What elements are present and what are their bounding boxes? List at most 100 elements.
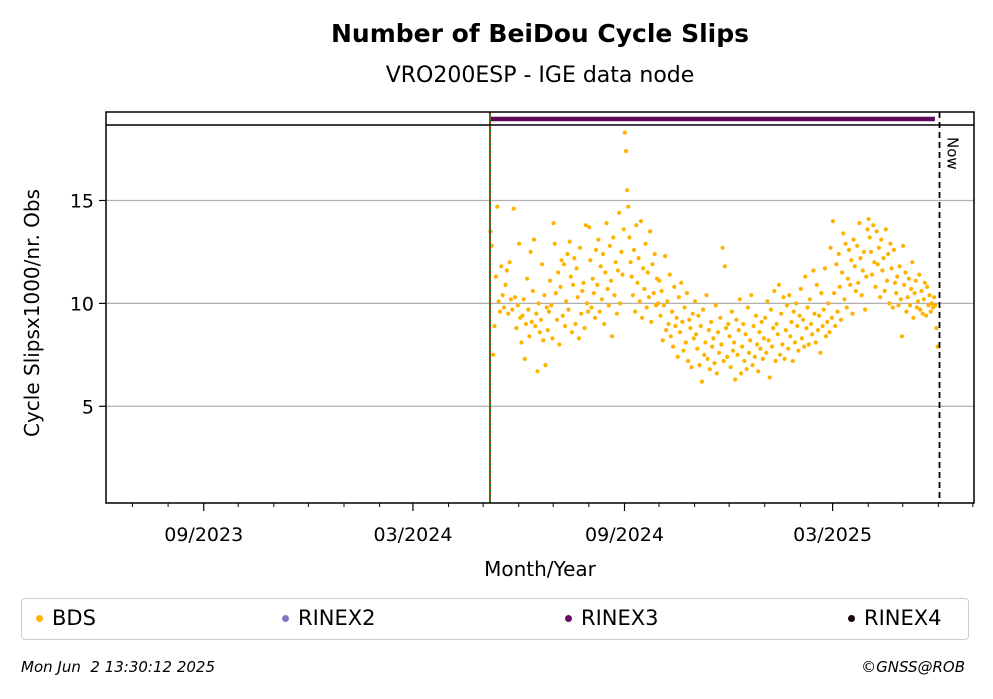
bds-point — [619, 249, 624, 254]
bds-point — [508, 297, 513, 302]
bds-point — [866, 216, 871, 222]
bds-point — [737, 297, 742, 302]
reference-lines: Now — [488, 112, 962, 503]
bds-point — [719, 342, 724, 347]
bds-point — [829, 315, 834, 320]
bds-point — [582, 326, 587, 331]
bds-point — [696, 313, 701, 318]
legend-marker-rinex2 — [282, 614, 289, 622]
bds-point — [929, 301, 934, 306]
bds-point — [675, 354, 680, 359]
bds-point — [680, 319, 685, 324]
bds-point — [548, 278, 553, 283]
bds-point — [506, 311, 511, 316]
bds-point — [792, 340, 798, 345]
bds-point — [850, 311, 855, 316]
bds-point — [552, 241, 557, 246]
bds-point — [528, 249, 533, 254]
bds-point — [861, 249, 867, 254]
bds-point — [876, 245, 882, 250]
y-tick-label: 5 — [82, 396, 94, 418]
bds-point — [606, 303, 611, 308]
bds-point — [636, 256, 641, 261]
bds-point — [909, 286, 914, 292]
bds-point — [549, 303, 554, 308]
bds-point — [565, 251, 570, 257]
bds-point — [567, 239, 572, 244]
bds-point — [761, 336, 767, 341]
bds-point — [691, 336, 696, 341]
bds-point — [756, 369, 761, 374]
bds-point — [690, 311, 695, 316]
bds-point — [493, 274, 498, 279]
bds-point — [687, 317, 692, 322]
bds-point — [837, 284, 842, 289]
bds-point — [734, 317, 739, 322]
bds-point — [576, 336, 582, 341]
bds-point — [651, 291, 656, 296]
bds-point — [705, 356, 710, 361]
bds-point — [718, 315, 723, 320]
bds-point — [707, 367, 713, 372]
bds-point — [689, 365, 694, 370]
bds-point — [786, 346, 791, 351]
bds-point — [920, 311, 925, 316]
bds-point — [853, 288, 859, 294]
bds-point — [657, 278, 662, 283]
bds-point — [628, 260, 633, 265]
bds-point — [676, 295, 682, 300]
bds-point — [789, 319, 794, 324]
bds-point — [828, 245, 833, 250]
bds-point — [559, 258, 564, 263]
bds-point — [563, 323, 568, 329]
bds-point — [666, 321, 671, 327]
bds-point — [556, 270, 561, 275]
bds-point — [674, 315, 679, 320]
bds-point — [611, 235, 616, 240]
plot-frame — [105, 111, 975, 504]
bds-point — [772, 288, 777, 294]
bds-point — [699, 379, 705, 384]
bds-point — [658, 313, 663, 318]
bds-point — [863, 307, 868, 312]
bds-point — [526, 307, 531, 312]
bds-point — [811, 268, 816, 273]
bds-point — [648, 229, 653, 234]
bds-point — [821, 307, 826, 312]
bds-point — [629, 274, 634, 279]
legend-marker-rinex3 — [565, 614, 572, 622]
bds-point — [652, 251, 657, 257]
bds-point — [602, 321, 607, 327]
bds-point — [625, 188, 630, 193]
bds-point — [914, 305, 920, 310]
bds-point — [825, 319, 830, 324]
bds-point — [820, 323, 825, 329]
bds-point — [848, 282, 853, 287]
bds-point — [764, 350, 769, 355]
bds-point — [504, 268, 509, 273]
bds-point — [907, 303, 913, 308]
bds-point — [723, 326, 729, 331]
bds-point — [588, 258, 593, 263]
bds-point — [725, 354, 730, 359]
bds-point — [778, 352, 783, 357]
bds-point — [730, 348, 736, 353]
bds-point — [604, 221, 609, 226]
x-tick-label: 09/2023 — [164, 524, 243, 546]
bds-point — [763, 315, 768, 320]
bds-point — [607, 243, 613, 248]
bds-point — [843, 241, 848, 246]
bds-point — [784, 303, 790, 308]
bds-point — [697, 363, 702, 368]
bds-point — [679, 280, 684, 285]
bds-point — [581, 280, 586, 285]
bds-point — [566, 307, 571, 312]
bds-point — [496, 299, 501, 304]
bds-point — [823, 334, 829, 339]
bds-point — [663, 254, 668, 259]
bds-point — [775, 332, 780, 337]
bds-point — [805, 305, 810, 310]
bds-point — [574, 266, 579, 271]
bds-point — [605, 286, 610, 292]
bds-point — [773, 358, 778, 364]
